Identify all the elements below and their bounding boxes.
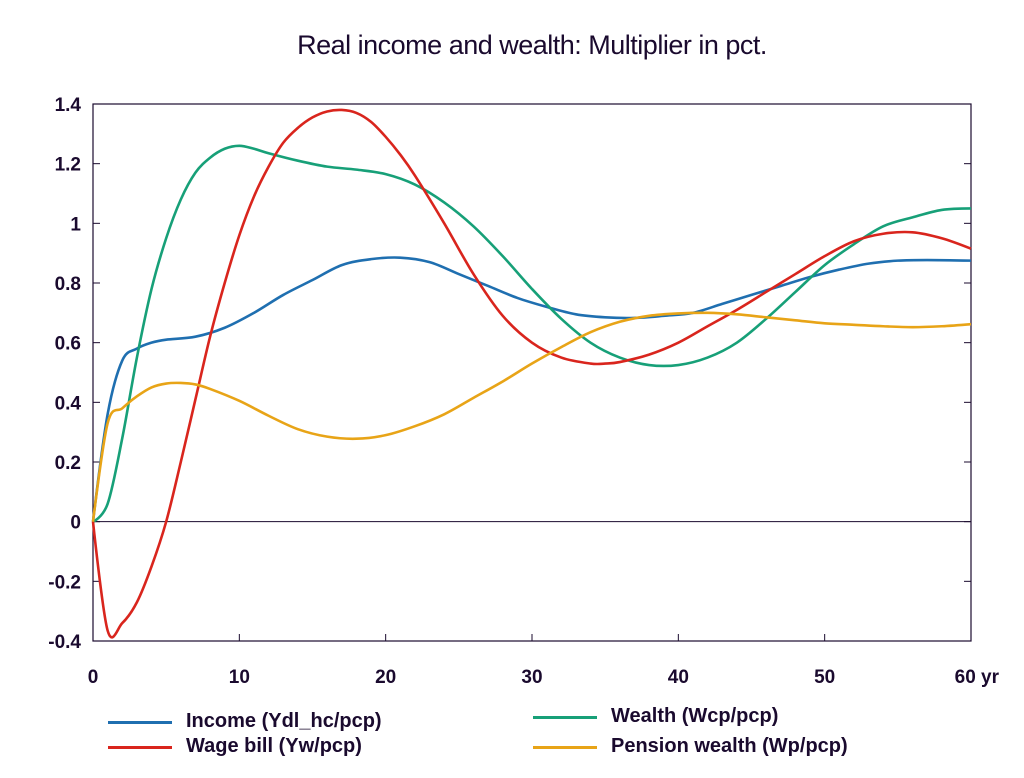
y-tick-label: 1 [70,214,81,235]
legend-swatch-income [108,721,172,724]
series-line-income [91,256,972,522]
legend-swatch-wage-bill [108,746,172,749]
y-tick-label: 0.2 [55,453,81,474]
y-tick-label: 0 [70,513,81,534]
legend-swatch-pension-wealth [533,746,597,749]
series-line-pension-wealth [91,311,972,522]
legend-swatch-wealth [533,716,597,719]
y-tick-label: 0.8 [55,274,81,295]
x-tick-label: 30 [521,667,542,688]
y-tick-label: 1.4 [55,95,82,116]
y-tick-label: -0.2 [48,572,81,593]
legend-label-pension-wealth: Pension wealth (Wp/pcp) [611,735,848,757]
x-tick-label: 0 [88,667,99,688]
x-tick-label: 60 yr [955,667,1000,688]
y-tick-label: 0.4 [55,393,82,414]
y-axis: -0.4 -0.2 0 0.2 0.4 0.6 0.8 1 1.2 1.4 [48,95,971,653]
x-tick-label: 50 [814,667,835,688]
series-lines [91,108,972,639]
legend-label-income: Income (Ydl_hc/pcp) [186,710,382,732]
y-tick-label: 0.6 [55,334,81,355]
series-line-wealth [92,144,972,523]
x-tick-label: 40 [668,667,689,688]
x-tick-label: 20 [375,667,396,688]
plot-frame [92,103,972,642]
series-line-wage-bill [91,108,972,639]
y-tick-label: 1.2 [55,155,81,176]
x-tick-label: 10 [229,667,250,688]
y-tick-label: -0.4 [48,632,81,653]
x-axis: 0 10 20 30 40 50 60 yr [88,634,1000,688]
legend-label-wealth: Wealth (Wcp/pcp) [611,705,779,727]
legend-label-wage-bill: Wage bill (Yw/pcp) [186,735,362,757]
chart-title: Real income and wealth: Multiplier in pc… [297,30,767,60]
